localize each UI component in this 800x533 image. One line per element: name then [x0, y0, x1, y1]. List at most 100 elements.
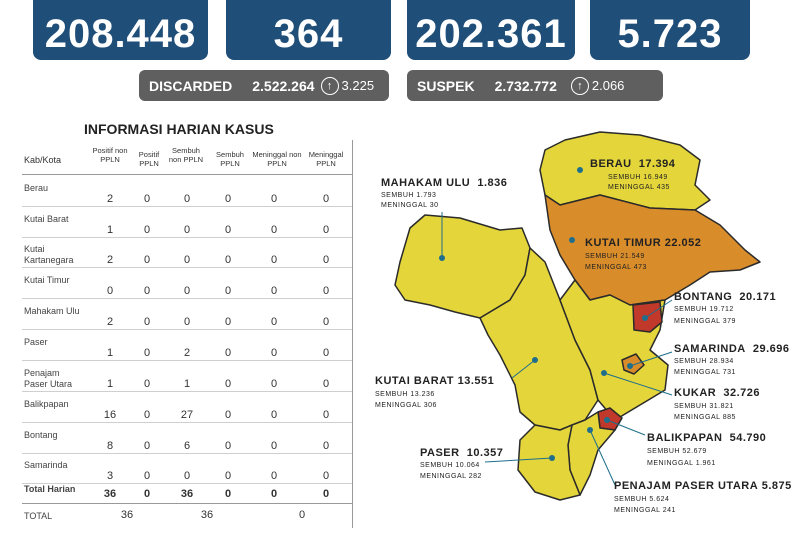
- row-label: Balikpapan: [24, 399, 69, 409]
- row-divider: [22, 267, 352, 268]
- table-cell: 0: [270, 347, 278, 359]
- marker-berau: [577, 167, 583, 173]
- table-cell: 0: [322, 378, 330, 390]
- table-cell: 0: [322, 347, 330, 359]
- table-cell: 0: [270, 254, 278, 266]
- arrow-up-icon: ↑: [320, 76, 339, 95]
- total-harian-cell: 0: [143, 488, 151, 500]
- discarded-pill: DISCARDED 2.522.264 ↑ 3.225: [139, 70, 389, 101]
- table-cell: 0: [270, 470, 278, 482]
- row-label: Mahakam Ulu: [24, 306, 80, 316]
- balikpapan-meninggal: MENINGGAL 1.961: [647, 460, 716, 467]
- discarded-value: 2.522.264: [252, 77, 315, 94]
- table-cell: 0: [143, 254, 151, 266]
- leader-lines: [441, 212, 673, 486]
- table-cell: 0: [224, 193, 232, 205]
- table-cell: 0: [183, 285, 191, 297]
- table-cell: 0: [183, 224, 191, 236]
- total-cell: 0: [298, 509, 306, 521]
- row-divider: [22, 483, 352, 484]
- label-samarinda: SAMARINDA 29.696: [674, 343, 790, 355]
- suspek-value: 2.732.772: [494, 77, 557, 94]
- table-cell: 0: [143, 378, 151, 390]
- suspek-label: SUSPEK: [417, 77, 475, 94]
- table-cell: 0: [143, 470, 151, 482]
- table-cell: 0: [143, 316, 151, 328]
- table-cell: 1: [106, 347, 114, 359]
- table-cell: 0: [183, 316, 191, 328]
- discarded-label: DISCARDED: [149, 77, 233, 94]
- stat-value-ppln: 364: [273, 12, 344, 56]
- table-cell: 16: [103, 409, 117, 421]
- table-cell: 0: [270, 378, 278, 390]
- bontang-meninggal: MENINGGAL 379: [674, 318, 736, 325]
- table-divider: [352, 140, 353, 528]
- table-cell: 3: [106, 470, 114, 482]
- row-divider: [22, 422, 352, 423]
- label-bontang: BONTANG 20.171: [674, 291, 777, 303]
- table-cell: 2: [106, 316, 114, 328]
- paser-meninggal: MENINGGAL 282: [420, 473, 482, 480]
- table-cell: 0: [322, 193, 330, 205]
- table-cell: 0: [322, 409, 330, 421]
- table-cell: 0: [143, 285, 151, 297]
- table-cell: 27: [180, 409, 194, 421]
- total-harian-label: Total Harian: [24, 484, 76, 494]
- table-cell: 0: [224, 224, 232, 236]
- paser-sembuh: SEMBUH 10.064: [420, 462, 480, 469]
- label-kutai-barat: KUTAI BARAT 13.551: [375, 375, 495, 387]
- mahakam-ulu-sembuh: SEMBUH 1.793: [381, 192, 437, 199]
- samarinda-sembuh: SEMBUH 28.934: [674, 358, 734, 365]
- total-harian-cell: 0: [224, 488, 232, 500]
- penajam-meninggal: MENINGGAL 241: [614, 507, 676, 514]
- row-label: Kutai Timur: [24, 275, 70, 285]
- row-label: Penajam Paser Utara: [24, 368, 73, 389]
- region-paser: [517, 424, 581, 501]
- mahakam-ulu-meninggal: MENINGGAL 30: [381, 202, 439, 209]
- table-cell: 6: [183, 440, 191, 452]
- table-cell: 0: [224, 440, 232, 452]
- kutai-barat-meninggal: MENINGGAL 306: [375, 402, 437, 409]
- row-divider: [22, 206, 352, 207]
- table-cell: 0: [224, 347, 232, 359]
- total-harian-cell: 36: [103, 488, 117, 500]
- table-title: INFORMASI HARIAN KASUS: [84, 121, 274, 137]
- header-positif-non-ppln: Positif non PPLN: [92, 146, 128, 164]
- table-cell: 0: [183, 193, 191, 205]
- row-label: Samarinda: [24, 460, 68, 470]
- label-kukar: KUKAR 32.726: [674, 387, 761, 399]
- bontang-sembuh: SEMBUH 19.712: [674, 306, 734, 313]
- table-cell: 0: [270, 193, 278, 205]
- header-meninggal-ppln: Meninggal PPLN: [308, 150, 344, 168]
- discarded-delta: 3.225: [341, 78, 375, 93]
- table-cell: 0: [270, 316, 278, 328]
- table-cell: 0: [322, 224, 330, 236]
- total-cell: 36: [200, 509, 214, 521]
- header-positif-ppln: Positif PPLN: [138, 150, 160, 168]
- row-label: Paser: [24, 337, 48, 347]
- table-cell: 0: [270, 409, 278, 421]
- label-penajam: PENAJAM PASER UTARA 5.875: [614, 480, 792, 492]
- table-cell: 8: [106, 440, 114, 452]
- total-harian-cell: 0: [322, 488, 330, 500]
- stat-value-sembuh: 202.361: [415, 12, 567, 56]
- row-label: Kutai Barat: [24, 214, 69, 224]
- table-cell: 0: [224, 409, 232, 421]
- balikpapan-sembuh: SEMBUH 52.679: [647, 448, 707, 455]
- header-sembuh-ppln: Sembuh PPLN: [216, 150, 244, 168]
- label-berau: BERAU 17.394: [590, 158, 676, 170]
- row-divider: [22, 391, 352, 392]
- table-cell: 0: [270, 285, 278, 297]
- stat-card-positif: 208.448: [33, 0, 208, 60]
- suspek-pill: SUSPEK 2.732.772 ↑ 2.066: [407, 70, 663, 101]
- header-divider: [22, 174, 352, 175]
- row-label: Berau: [24, 183, 49, 193]
- label-paser: PASER 10.357: [420, 447, 504, 459]
- table-cell: 0: [143, 193, 151, 205]
- row-divider: [22, 237, 352, 238]
- table-cell: 0: [322, 316, 330, 328]
- table-cell: 0: [322, 254, 330, 266]
- table-cell: 0: [224, 378, 232, 390]
- penajam-sembuh: SEMBUH 5.624: [614, 496, 670, 503]
- kukar-sembuh: SEMBUH 31.821: [674, 403, 734, 410]
